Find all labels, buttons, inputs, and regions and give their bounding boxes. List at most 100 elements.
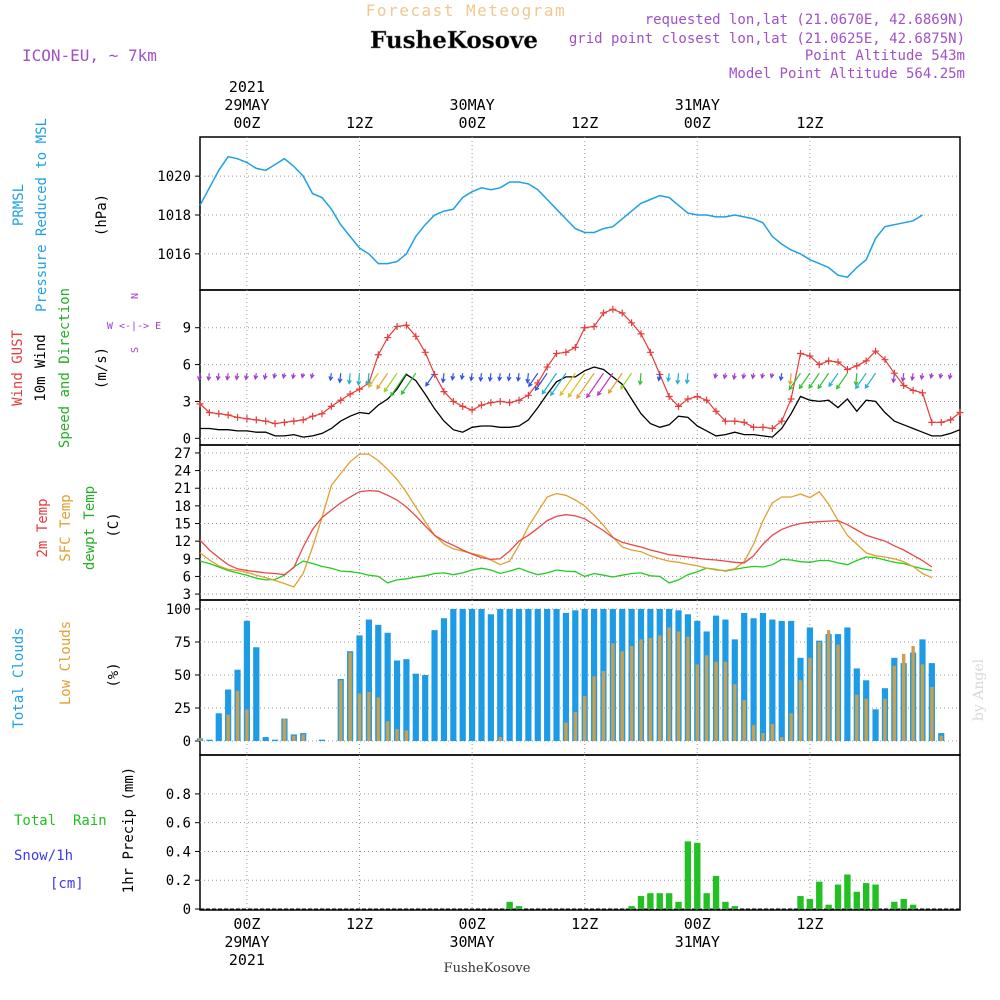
wind-direction-arrow: [309, 373, 315, 380]
wind-gust-line: [199, 308, 961, 430]
temperature-ytick-label: 15: [174, 517, 191, 533]
prmsl-label: PRMSL: [11, 184, 27, 226]
gust-marker: [243, 415, 251, 423]
wind-direction-arrow: [828, 372, 839, 388]
time-label-bottom: 2021: [229, 951, 265, 969]
total-cloud-bar: [741, 612, 748, 741]
wind-direction-arrow: [864, 372, 877, 390]
time-label-bottom: 29MAY: [224, 933, 269, 951]
point-altitude: Point Altitude 543m: [805, 48, 965, 64]
temp-labels: 2m Temp SFC Temp dewpt Temp (C): [35, 486, 122, 570]
gust-marker: [599, 309, 607, 317]
gust-marker: [778, 417, 786, 425]
wind-direction-arrow: [281, 373, 287, 380]
low-cloud-bar: [695, 664, 699, 741]
low-cloud-bar: [198, 738, 202, 741]
gust-marker: [806, 352, 814, 360]
wind-direction-arrow: [550, 372, 567, 397]
gust-marker: [918, 389, 926, 397]
wind-direction-arrow: [225, 373, 231, 381]
wind-direction-arrow: [450, 373, 456, 381]
gust-marker: [843, 366, 851, 373]
gust-marker: [262, 417, 270, 425]
gust-marker: [393, 322, 401, 330]
wind-direction-arrow: [525, 373, 531, 384]
total-cloud-bar: [534, 609, 541, 741]
total-cloud-bar: [778, 620, 785, 741]
temperature-ytick-label: 18: [174, 499, 191, 515]
rain-bar: [647, 893, 654, 909]
low-cloud-bar: [404, 730, 409, 741]
gust-marker: [440, 388, 448, 396]
gust-marker: [524, 391, 532, 399]
wind-direction-arrow: [368, 372, 379, 388]
closest-coords: grid point closest lon,lat (21.0625E, 42…: [569, 31, 965, 47]
pct-unit-label: (%): [106, 662, 122, 687]
rain-bar: [844, 874, 851, 909]
total-rain-label: Total Rain: [14, 813, 107, 829]
total-cloud-bar: [544, 609, 551, 741]
gust-marker: [196, 400, 204, 408]
total-cloud-bar: [872, 709, 879, 741]
total-clouds-label: Total Clouds: [11, 627, 27, 728]
wind-direction-arrow: [919, 373, 925, 381]
low-cloud-bar: [357, 693, 362, 741]
dewpt-line: [199, 556, 933, 584]
rain-bar: [675, 901, 682, 909]
low-cloud-bar: [883, 698, 887, 741]
time-label-top: 2021: [229, 78, 265, 96]
c-unit-label: (C): [106, 512, 122, 537]
gust-marker: [909, 386, 917, 394]
rain-bar: [853, 891, 860, 909]
pressure-ytick-label: 1018: [157, 208, 191, 224]
gust-marker: [571, 343, 579, 351]
wind-direction-arrow: [541, 372, 558, 395]
time-label-bottom: 00Z: [684, 915, 711, 933]
product-title: Forecast Meteogram: [366, 1, 566, 20]
low-cloud-bar: [770, 723, 775, 741]
total-cloud-bar: [553, 609, 560, 741]
gust-marker: [637, 330, 645, 338]
snow-unit-label: [cm]: [50, 876, 84, 892]
gust-marker: [234, 413, 242, 421]
snow-label: Snow/1h: [14, 848, 73, 864]
low-cloud-bar: [601, 671, 606, 741]
station-title: FusheKosove: [370, 27, 538, 54]
wind-gust-label: Wind GUST: [10, 330, 26, 406]
low-cloud-bar: [376, 697, 380, 741]
gust-marker: [609, 305, 617, 313]
gust-marker: [205, 409, 213, 417]
rain-bar: [891, 901, 898, 909]
total-cloud-bar: [422, 675, 429, 741]
low-cloud-bar: [723, 661, 728, 741]
compass-south: S: [130, 347, 141, 353]
low-cloud-bar: [564, 722, 568, 741]
gust-marker: [477, 401, 485, 409]
rain-bar: [515, 906, 523, 909]
wind-direction-arrow: [938, 373, 944, 380]
low-cloud-bar: [348, 652, 352, 741]
temperature-ytick-label: 9: [183, 552, 191, 568]
gust-marker: [431, 370, 439, 378]
rain-bar: [731, 906, 739, 909]
footer-station: FusheKosove: [444, 961, 531, 976]
low-cloud-bar: [629, 645, 634, 741]
gust-marker: [224, 411, 232, 419]
rain-bar: [797, 896, 804, 909]
wind-direction-arrow: [567, 372, 586, 399]
wind-direction-arrow: [586, 372, 604, 399]
total-cloud-bar: [487, 614, 494, 741]
wind-direction-arrow: [390, 372, 407, 397]
low-cloud-bar: [817, 642, 821, 741]
compass-west-east: W <-|-> E: [107, 321, 161, 332]
rain-bar: [722, 901, 729, 909]
gust-marker: [712, 407, 720, 415]
total-cloud-bar: [450, 609, 457, 741]
low-cloud-bar: [339, 680, 343, 741]
gust-marker: [346, 390, 354, 398]
low-cloud-bar: [920, 664, 925, 741]
total-cloud-bar: [497, 609, 504, 741]
total-cloud-bar: [590, 609, 598, 741]
total-cloud-bar: [431, 630, 438, 741]
